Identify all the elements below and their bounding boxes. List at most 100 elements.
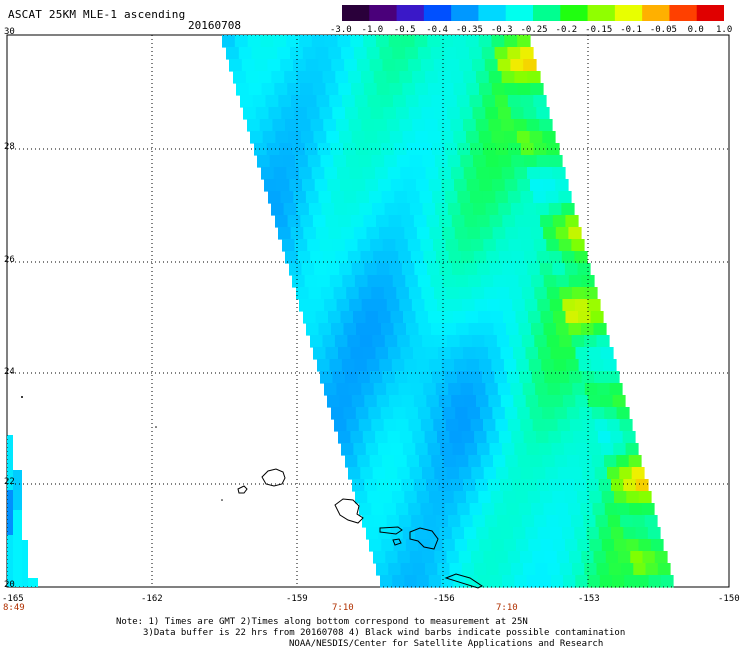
swath-cell (576, 443, 590, 456)
swath-cell (397, 467, 411, 480)
swath-cell (294, 239, 308, 252)
swath-cell (599, 575, 613, 588)
swath-cell (324, 35, 339, 48)
swath-cell (536, 155, 550, 168)
swath-cell (463, 119, 477, 132)
swath-cell (438, 395, 452, 408)
swath-cell (482, 143, 497, 156)
swath-cell (619, 467, 633, 480)
swath-cell (412, 563, 426, 576)
swath-cell (484, 287, 498, 300)
speck-point (21, 396, 23, 398)
swath-cell (536, 203, 550, 216)
swath-cell (406, 455, 420, 468)
swath-cell (447, 335, 461, 348)
swath-cell (358, 419, 372, 432)
swath-cell (449, 431, 463, 444)
swath-cell (552, 167, 566, 180)
colorbar-segment (478, 5, 507, 21)
colorbar-segment (696, 5, 724, 21)
colorbar-label: -0.5 (393, 25, 416, 35)
swath-cell (390, 443, 404, 456)
swath-cell (350, 431, 364, 444)
swath-cell (488, 71, 503, 84)
swath-cell (527, 167, 541, 180)
swath-cell (465, 575, 479, 588)
swath-cell (391, 359, 405, 372)
swath-cell (551, 443, 565, 456)
swath-cell (389, 395, 403, 408)
swath-cell (341, 227, 355, 240)
swath-cell (390, 311, 404, 324)
swath-cell (392, 491, 405, 504)
swath-cell (324, 167, 338, 180)
swath-cell (297, 119, 312, 132)
hawaiian-islands-coastline (237, 468, 483, 589)
swath-cell (335, 71, 349, 84)
swath-cell (346, 203, 360, 216)
swath-cell (376, 563, 389, 576)
swath-cell (546, 335, 560, 348)
swath-cell (461, 251, 475, 264)
swath-cell (514, 71, 528, 84)
swath-cell (419, 455, 432, 468)
swath-cell (476, 71, 490, 84)
swath-cell (261, 167, 275, 180)
swath-cell (635, 527, 649, 540)
swath-cell (501, 167, 515, 180)
swath-cell (539, 119, 553, 132)
swath-cell (347, 335, 361, 348)
swath-cell (550, 395, 564, 408)
swath-cell (565, 215, 579, 228)
swath-cell (268, 191, 282, 204)
swath-cell (357, 239, 371, 252)
swath-cell (378, 179, 392, 192)
swath-cell (421, 107, 435, 120)
swath-cell (353, 227, 367, 240)
swath-cell (445, 503, 458, 516)
swath-cell (527, 263, 541, 276)
swath-cell (430, 407, 444, 420)
swath-cell (495, 191, 509, 204)
swath-cell (255, 107, 270, 120)
swath-cell (525, 395, 539, 408)
swath-cell (251, 47, 265, 60)
swath-cell (446, 467, 460, 480)
swath-cell (552, 215, 566, 228)
swath-cell (287, 83, 301, 96)
swath-cell (482, 371, 496, 384)
swath-cell (561, 479, 575, 492)
swath-cell (377, 131, 391, 144)
swath-cell (292, 275, 306, 288)
swath-cell (392, 575, 405, 588)
swath-cell (402, 443, 416, 456)
swath-cell (456, 47, 470, 60)
swath-cell (472, 107, 486, 120)
swath-cell (293, 191, 307, 204)
swath-cell (490, 311, 504, 324)
swath-cell (280, 191, 294, 204)
swath-cell (559, 563, 573, 576)
swath-cell (432, 371, 446, 384)
swath-cell (565, 311, 579, 324)
swath-cell (533, 143, 547, 156)
swath-cell (437, 119, 451, 132)
swath-cell (552, 491, 566, 504)
swath-cell (317, 359, 331, 372)
swath-cell (483, 239, 497, 252)
swath-cell (427, 35, 441, 48)
swath-cell (333, 155, 347, 168)
swath-cell (486, 251, 500, 264)
colorbar-segment (451, 5, 479, 21)
swath-cell (564, 263, 578, 276)
swath-cell (593, 551, 607, 564)
swath-cell (491, 83, 506, 96)
swath-cell (549, 155, 563, 168)
swath-cell (460, 203, 474, 216)
swath-cell (527, 71, 541, 84)
swath-cell (376, 215, 390, 228)
swath-cell (318, 323, 332, 336)
swath-cell (7, 435, 13, 490)
swath-cell (419, 191, 433, 204)
swath-cell (484, 515, 498, 528)
